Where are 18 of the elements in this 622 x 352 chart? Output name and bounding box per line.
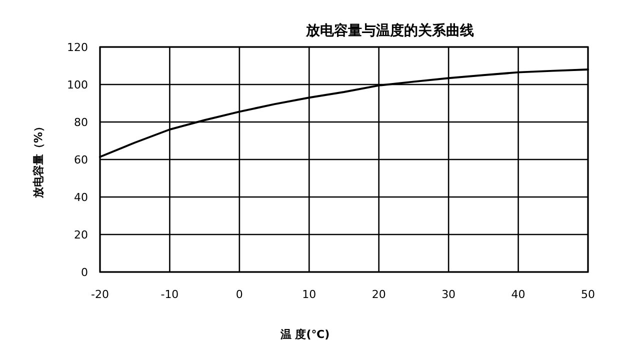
chart-title: 放电容量与温度的关系曲线 [305,22,474,39]
y-tick-label: 40 [74,191,88,204]
x-tick-label: -20 [91,288,109,301]
y-tick-label: 120 [67,41,88,54]
x-tick-label: 50 [581,288,595,301]
y-tick-label: 80 [74,116,88,129]
x-tick-label: 40 [511,288,526,301]
y-axis-title: 放电容量（%） [32,120,45,200]
y-tick-label: 60 [74,154,88,166]
y-tick-label: 0 [81,266,88,279]
y-tick-label: 20 [74,228,88,242]
x-tick-label: 10 [302,288,316,301]
x-tick-label: 0 [236,288,243,301]
x-axis-title: 温 度(℃) [279,328,330,341]
x-tick-label: 20 [372,288,386,301]
y-tick-label: 100 [67,78,88,92]
x-tick-label: -10 [160,288,179,301]
x-tick-label: 30 [442,288,456,301]
